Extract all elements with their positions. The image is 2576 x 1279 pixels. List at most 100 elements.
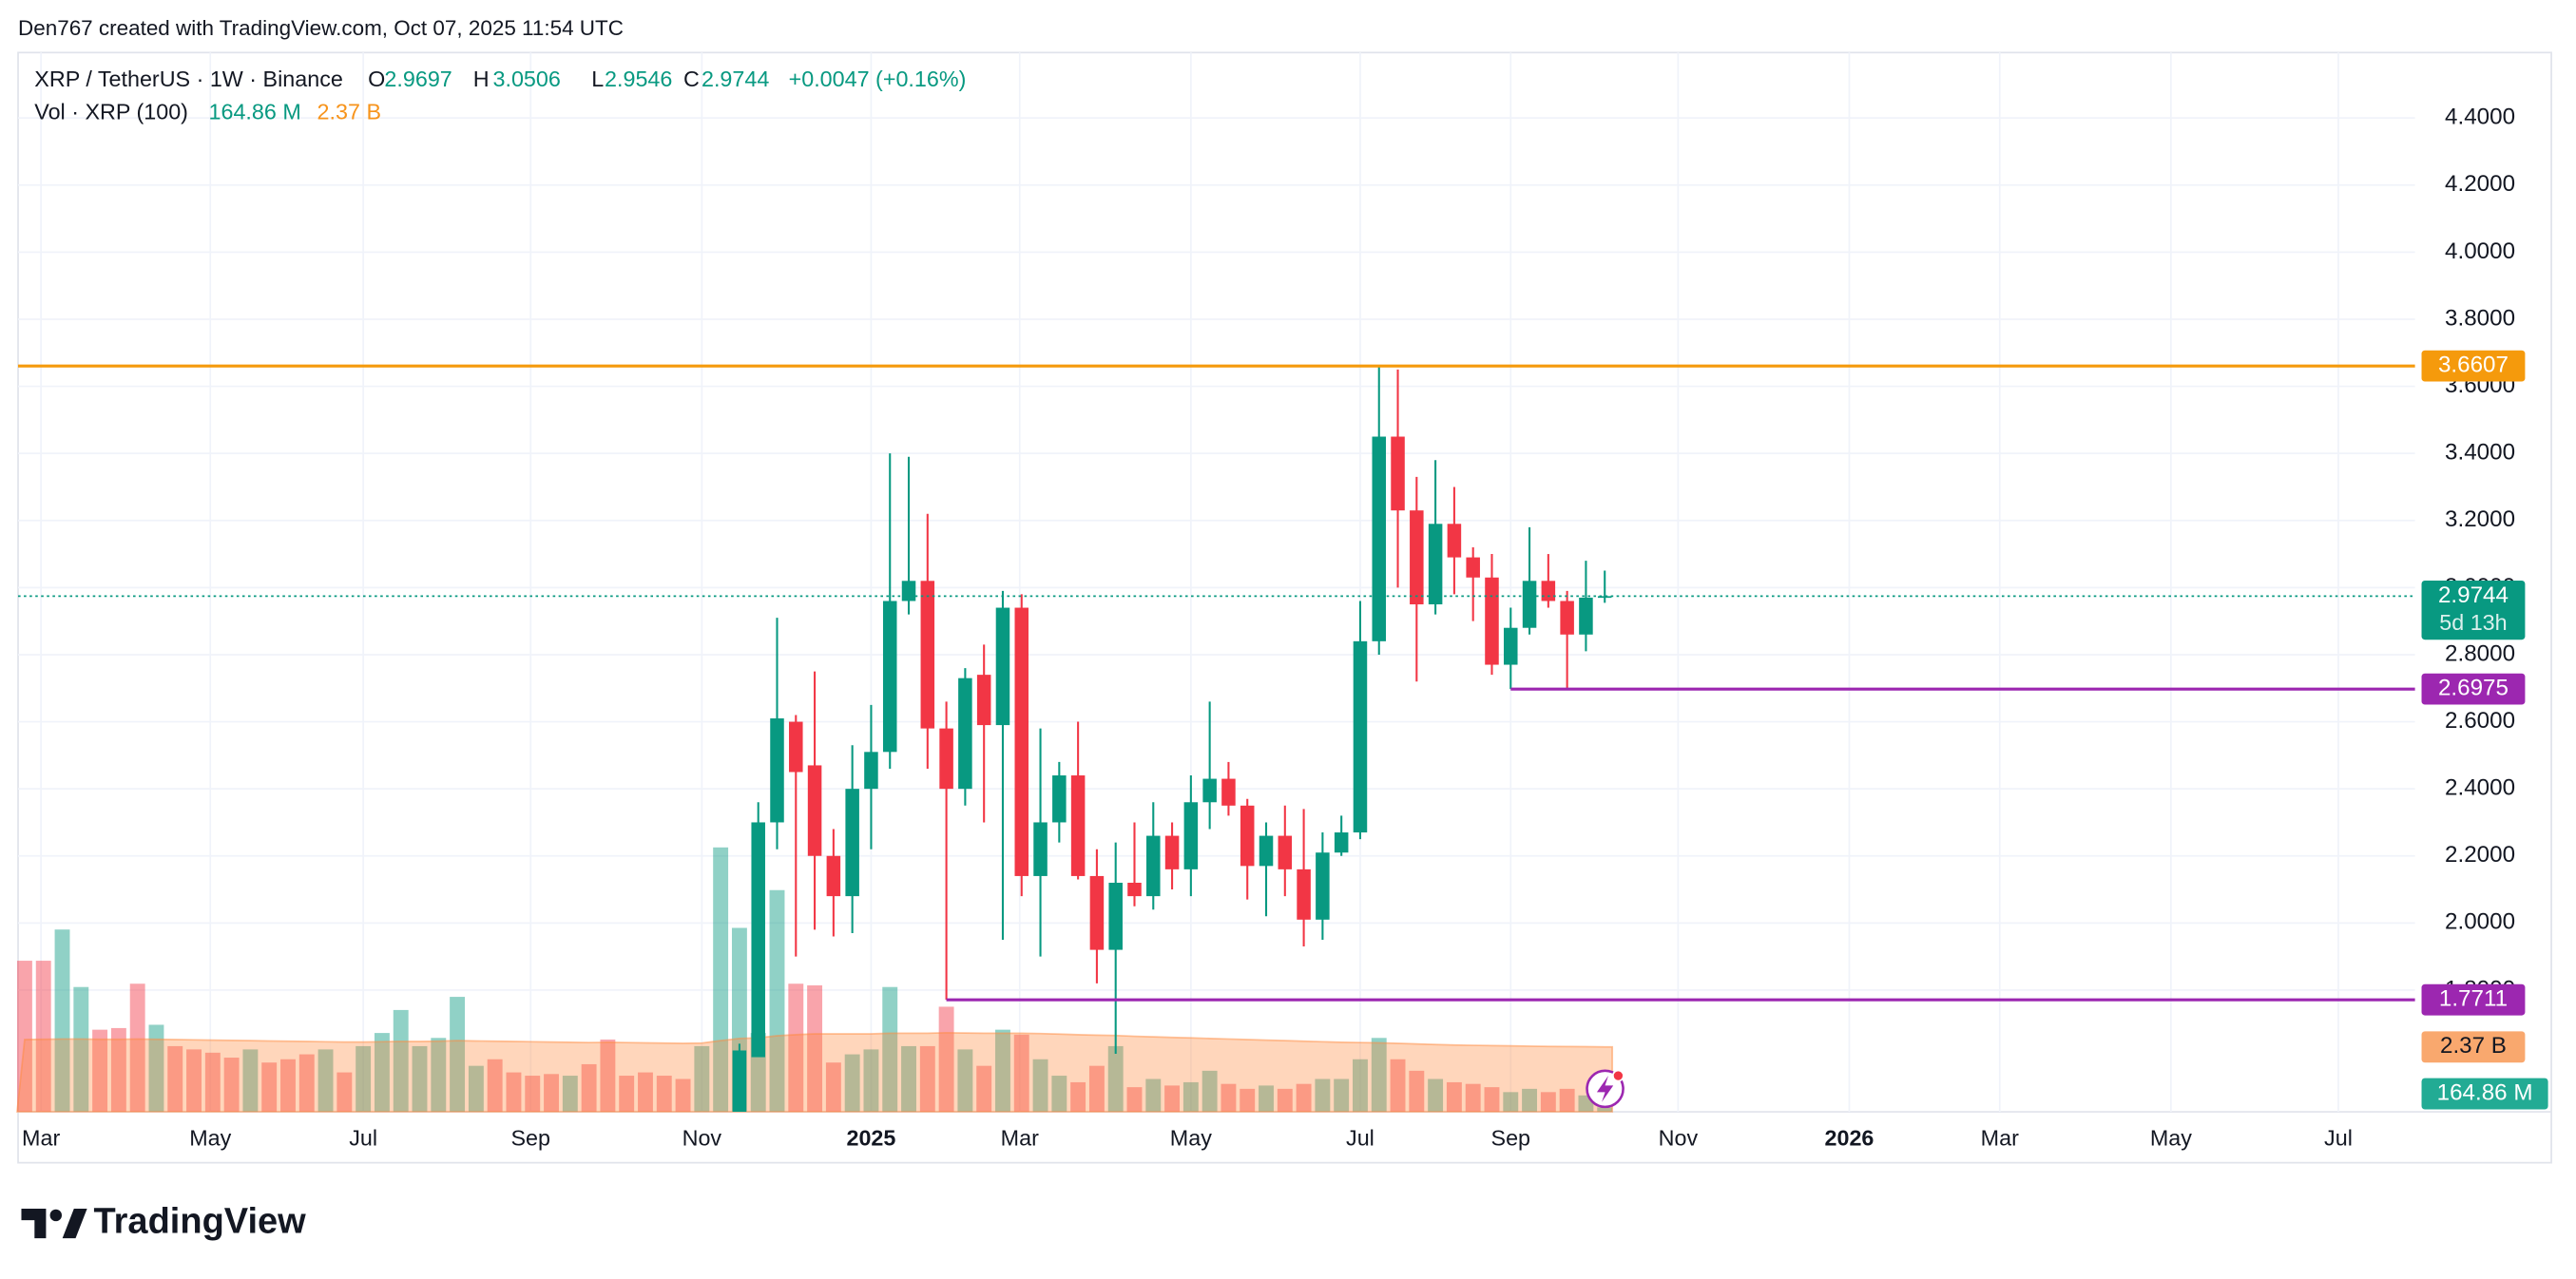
volume-bar bbox=[110, 1027, 126, 1113]
legend-volume-ma: 2.37 B bbox=[317, 99, 381, 124]
candle-body bbox=[1504, 627, 1518, 665]
volume-bar bbox=[35, 961, 51, 1113]
volume-bar bbox=[976, 1065, 992, 1113]
x-tick-label: Sep bbox=[511, 1126, 551, 1151]
grid: Mar May Jul Sep Nov 2025 Mar May Jul Sep Nov 2026 Ma… bbox=[18, 52, 2515, 1151]
volume-bar bbox=[901, 1045, 916, 1113]
volume-bar bbox=[317, 1049, 334, 1113]
volume-bar bbox=[261, 1062, 278, 1113]
candle-body bbox=[1541, 581, 1556, 601]
candles bbox=[732, 366, 1612, 1113]
volume-bar bbox=[919, 1045, 935, 1113]
volume-bar bbox=[788, 983, 804, 1113]
y-tick-label: 4.4000 bbox=[2445, 105, 2515, 130]
x-tick-label: Sep bbox=[1491, 1126, 1531, 1151]
candle-body bbox=[1410, 510, 1424, 605]
alert-dot[interactable] bbox=[1611, 1069, 1624, 1082]
candle-body bbox=[1560, 601, 1574, 635]
volume-bar bbox=[619, 1076, 635, 1113]
candle-body bbox=[1485, 577, 1499, 665]
volume-bar bbox=[468, 1065, 484, 1113]
alert-icon[interactable] bbox=[1586, 1069, 1624, 1109]
candle-body bbox=[1014, 607, 1029, 876]
current-price-label: 2.9744 bbox=[2438, 582, 2509, 608]
logo-mark bbox=[21, 1209, 47, 1239]
volume-bar bbox=[957, 1049, 973, 1113]
volume-bar bbox=[148, 1024, 164, 1113]
volume-bar bbox=[1126, 1087, 1143, 1113]
volume-bar bbox=[1107, 1045, 1124, 1113]
volume-bar bbox=[1465, 1083, 1481, 1113]
candle-body bbox=[826, 855, 841, 897]
candle-body bbox=[845, 789, 859, 897]
alert-bolt[interactable] bbox=[1596, 1076, 1614, 1102]
x-tick-label: Mar bbox=[22, 1126, 60, 1151]
volume-bar bbox=[544, 1074, 559, 1113]
y-tick-label: 4.2000 bbox=[2445, 171, 2515, 197]
volume-bar bbox=[506, 1072, 522, 1113]
volume-pane bbox=[16, 847, 1614, 1113]
candle-body bbox=[1108, 882, 1123, 950]
volume-bar bbox=[1145, 1079, 1162, 1113]
volume-bar bbox=[1164, 1085, 1181, 1113]
volume-tag-label: 164.86 M bbox=[2437, 1079, 2533, 1105]
volume-bar bbox=[1182, 1081, 1199, 1113]
volume-bar bbox=[92, 1029, 108, 1113]
x-tick-label: Jul bbox=[1346, 1126, 1375, 1151]
volume-bar bbox=[356, 1045, 372, 1113]
volume-bar bbox=[1334, 1079, 1350, 1113]
volume-bar bbox=[562, 1076, 578, 1113]
legend-volume-value: 164.86 M bbox=[209, 99, 301, 124]
candle-body bbox=[1316, 852, 1330, 920]
volume-bar bbox=[525, 1076, 541, 1113]
volume-bar bbox=[1353, 1059, 1368, 1113]
candle-body bbox=[1334, 832, 1349, 853]
volume-ma-area bbox=[16, 1031, 1614, 1113]
y-tick-label: 3.2000 bbox=[2445, 506, 2515, 532]
volume-bar bbox=[807, 984, 823, 1113]
candle-body bbox=[1221, 778, 1236, 806]
volume-bar bbox=[1428, 1079, 1444, 1113]
volume-bar bbox=[882, 986, 898, 1113]
volume-bar bbox=[73, 986, 89, 1113]
volume-bar bbox=[1409, 1070, 1425, 1113]
volume-bar bbox=[242, 1049, 259, 1113]
x-tick-label: May bbox=[1170, 1126, 1212, 1151]
legend-symbol: XRP / TetherUS · 1W · Binance bbox=[34, 67, 343, 91]
volume-bar bbox=[1070, 1081, 1086, 1113]
volume-bar bbox=[1013, 1034, 1029, 1113]
logo-text: TradingView bbox=[94, 1202, 307, 1242]
legend-volume: Vol · XRP (100) bbox=[34, 99, 188, 124]
current-price-tag bbox=[2421, 580, 2526, 640]
volume-bar bbox=[450, 997, 466, 1113]
volume-bar bbox=[412, 1045, 428, 1113]
volume-bar bbox=[600, 1040, 616, 1113]
volume-bar bbox=[1597, 1107, 1613, 1113]
volume-bar bbox=[675, 1079, 691, 1113]
price-tag-label: 3.6607 bbox=[2438, 353, 2509, 378]
volume-bar bbox=[298, 1054, 315, 1113]
logo-slash bbox=[62, 1209, 87, 1239]
candle-body bbox=[976, 675, 991, 726]
x-tick-label: 2025 bbox=[846, 1126, 895, 1151]
volume-bar bbox=[280, 1059, 296, 1113]
volume-bar bbox=[995, 1029, 1010, 1113]
volume-bar bbox=[393, 1009, 409, 1113]
candle-body bbox=[1127, 882, 1142, 897]
candle-body bbox=[1183, 802, 1199, 869]
candle-body bbox=[1597, 596, 1612, 599]
price-lines bbox=[18, 364, 2415, 1002]
legend-h: H bbox=[473, 67, 490, 91]
volume-ma-tag bbox=[2421, 1031, 2526, 1063]
x-tick-label: Nov bbox=[1659, 1126, 1699, 1151]
y-tick-label: 2.2000 bbox=[2445, 842, 2515, 868]
volume-bar bbox=[204, 1052, 221, 1113]
y-tick-label: 2.0000 bbox=[2445, 909, 2515, 935]
volume-bar bbox=[223, 1058, 240, 1113]
y-tick-label: 3.8000 bbox=[2445, 305, 2515, 331]
candle-body bbox=[1164, 835, 1180, 869]
volume-bar bbox=[656, 1076, 672, 1113]
